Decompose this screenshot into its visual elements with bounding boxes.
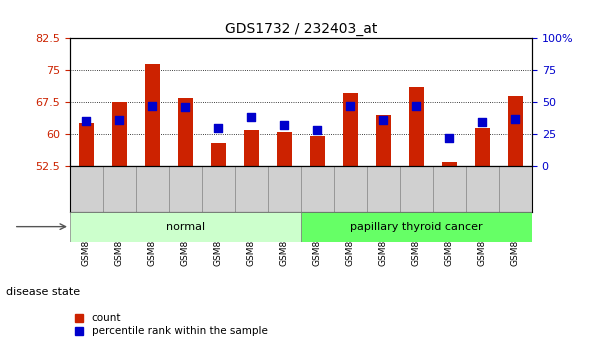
Bar	[376, 115, 391, 166]
Point	[213, 125, 223, 130]
Point	[412, 103, 421, 109]
Text: papillary thyroid cancer: papillary thyroid cancer	[350, 221, 483, 231]
Point	[478, 120, 488, 125]
Text: normal: normal	[166, 221, 205, 231]
Bar	[475, 128, 490, 166]
Bar	[244, 130, 259, 166]
Point	[280, 122, 289, 128]
Bar	[343, 93, 358, 166]
Point	[313, 127, 322, 133]
Point	[511, 116, 520, 121]
Point	[181, 104, 190, 110]
Bar	[409, 87, 424, 166]
Bar	[178, 98, 193, 166]
Point	[148, 103, 157, 109]
Legend: count, percentile rank within the sample: count, percentile rank within the sample	[75, 313, 268, 336]
Bar	[508, 96, 523, 166]
Bar	[145, 63, 160, 166]
Bar	[79, 123, 94, 166]
Point	[444, 135, 454, 141]
Bar	[310, 136, 325, 166]
Bar	[301, 212, 532, 241]
Point	[379, 117, 389, 123]
Point	[345, 103, 355, 109]
Point	[81, 118, 91, 124]
Title: GDS1732 / 232403_at: GDS1732 / 232403_at	[225, 21, 377, 36]
Bar	[70, 212, 301, 241]
Bar	[211, 142, 226, 166]
Text: disease state: disease state	[6, 287, 80, 296]
Point	[247, 115, 257, 120]
Bar	[442, 162, 457, 166]
Point	[114, 117, 124, 123]
Bar	[277, 132, 292, 166]
Bar	[112, 102, 127, 166]
